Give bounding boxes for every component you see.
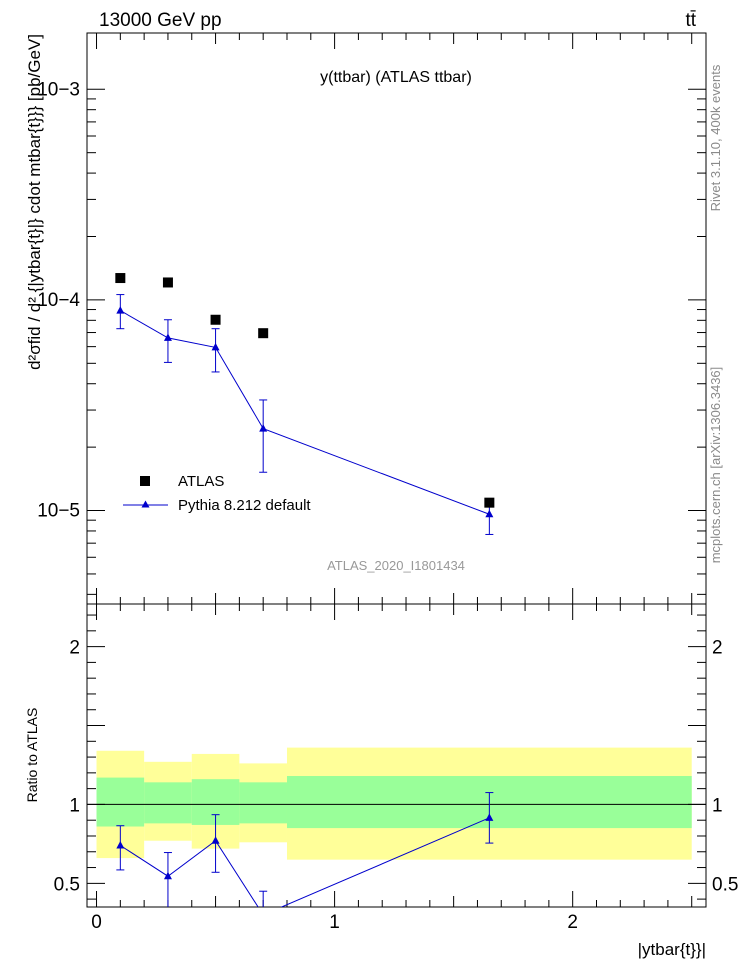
ratio-inner-band-0	[96, 777, 145, 827]
atlas-point	[210, 314, 221, 325]
ratio-y-tick-label-right: 1	[712, 795, 723, 816]
ratio-axis-ticks: 0.5 0.5 1 1 2 2	[54, 614, 738, 900]
ratio-y-tick-label-left: 0.5	[54, 874, 80, 895]
ratio-inner-band-3	[239, 782, 287, 824]
ratio-y-tick-label-left: 2	[69, 638, 80, 659]
legend-pythia-label: Pythia 8.212 default	[178, 497, 311, 514]
main-y-tick-label: 10−3	[37, 79, 80, 100]
pythia-line	[120, 310, 490, 515]
pythia-point	[163, 333, 172, 341]
ratio-y-tick-label-right: 0.5	[712, 874, 738, 895]
atlas-point	[115, 273, 126, 284]
pythia-point	[485, 509, 494, 518]
x-tick-label: 1	[329, 912, 340, 933]
ratio-uncertainty-bands	[96, 747, 692, 860]
ratio-pythia-point	[116, 840, 125, 849]
plot-title: y(ttbar) (ATLAS ttbar)	[320, 69, 472, 86]
main-y-axis-ticks: 10−3 10−4 10−5	[37, 79, 706, 595]
legend-atlas-label: ATLAS	[178, 473, 224, 490]
ratio-pythia-point	[259, 910, 267, 918]
legend-atlas-marker	[140, 476, 150, 486]
pythia-point	[116, 306, 125, 314]
atlas-point	[484, 497, 495, 508]
main-data-marks	[115, 273, 495, 535]
main-plot-frame	[86, 32, 707, 605]
x-tick-label: 0	[91, 912, 102, 933]
atlas-point	[162, 277, 173, 288]
x-axis-ticks: 0 1 2	[91, 33, 693, 933]
process-label: tt̄	[685, 10, 696, 31]
x-tick-label: 2	[567, 912, 578, 933]
x-axis-label: |ytbar{t}}|	[638, 940, 706, 959]
main-y-tick-label: 10−5	[37, 501, 80, 522]
main-y-axis-label: d²σfid / d² {|ytbar{t}|} cdot mtbar{t}}}…	[25, 34, 44, 370]
ratio-data-marks	[116, 792, 494, 918]
pythia-point	[259, 424, 268, 432]
ratio-pythia-point	[211, 836, 220, 844]
atlas-point	[258, 328, 269, 339]
ratio-y-tick-label-left: 1	[69, 795, 80, 816]
ratio-y-axis-label: Ratio to ATLAS	[24, 708, 40, 803]
mcplots-credit-label: mcplots.cern.ch [arXiv:1306.3436]	[708, 367, 723, 564]
legend: ATLAS Pythia 8.212 default	[123, 473, 311, 514]
analysis-watermark: ATLAS_2020_I1801434	[327, 558, 465, 573]
ratio-inner-band-1	[144, 782, 192, 824]
ratio-pythia-point	[163, 871, 172, 880]
ratio-plot-frame	[86, 603, 707, 908]
energy-label: 13000 GeV pp	[99, 10, 222, 31]
main-y-tick-label: 10−4	[37, 290, 80, 311]
pythia-point	[211, 342, 220, 351]
rivet-version-label: Rivet 3.1.10, 400k events	[708, 64, 723, 211]
legend-pythia-marker	[141, 500, 150, 508]
ratio-y-tick-label-right: 2	[712, 638, 723, 659]
ratio-pythia-point	[485, 813, 494, 821]
